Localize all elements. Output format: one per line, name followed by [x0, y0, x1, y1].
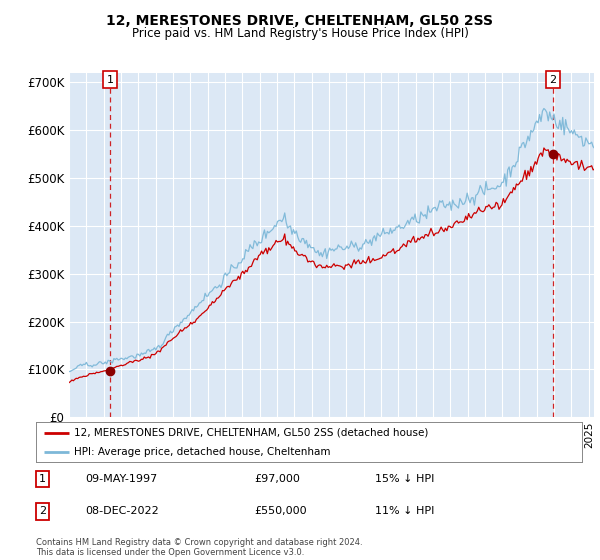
- Text: £97,000: £97,000: [254, 474, 300, 484]
- Text: HPI: Average price, detached house, Cheltenham: HPI: Average price, detached house, Chel…: [74, 447, 331, 457]
- Text: 15% ↓ HPI: 15% ↓ HPI: [374, 474, 434, 484]
- Text: £550,000: £550,000: [254, 506, 307, 516]
- Text: 2: 2: [550, 74, 556, 85]
- Text: 09-MAY-1997: 09-MAY-1997: [85, 474, 157, 484]
- Text: 12, MERESTONES DRIVE, CHELTENHAM, GL50 2SS: 12, MERESTONES DRIVE, CHELTENHAM, GL50 2…: [107, 14, 493, 28]
- Text: Contains HM Land Registry data © Crown copyright and database right 2024.
This d: Contains HM Land Registry data © Crown c…: [36, 538, 362, 557]
- Text: 1: 1: [106, 74, 113, 85]
- Text: 12, MERESTONES DRIVE, CHELTENHAM, GL50 2SS (detached house): 12, MERESTONES DRIVE, CHELTENHAM, GL50 2…: [74, 428, 428, 438]
- Text: 2: 2: [39, 506, 46, 516]
- Text: Price paid vs. HM Land Registry's House Price Index (HPI): Price paid vs. HM Land Registry's House …: [131, 27, 469, 40]
- Text: 11% ↓ HPI: 11% ↓ HPI: [374, 506, 434, 516]
- Text: 08-DEC-2022: 08-DEC-2022: [85, 506, 159, 516]
- Text: 1: 1: [39, 474, 46, 484]
